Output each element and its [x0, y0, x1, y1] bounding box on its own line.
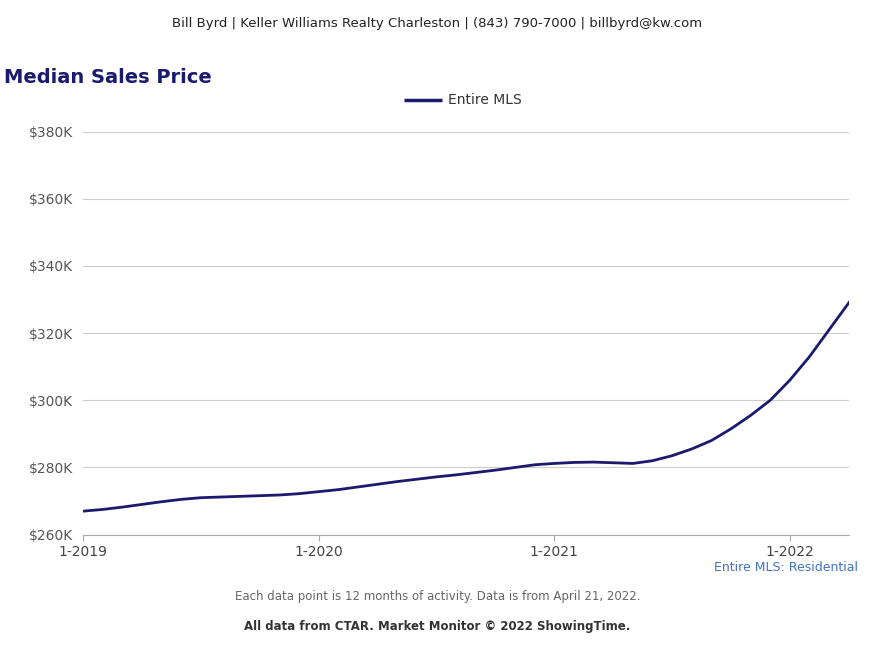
- Text: Entire MLS: Entire MLS: [448, 93, 522, 108]
- Text: Median Sales Price: Median Sales Price: [4, 68, 212, 87]
- Text: Each data point is 12 months of activity. Data is from April 21, 2022.: Each data point is 12 months of activity…: [234, 590, 640, 604]
- Text: Bill Byrd | Keller Williams Realty Charleston | (843) 790-7000 | billbyrd@kw.com: Bill Byrd | Keller Williams Realty Charl…: [172, 17, 703, 30]
- Text: Entire MLS: Residential: Entire MLS: Residential: [713, 561, 858, 574]
- Text: All data from CTAR. Market Monitor © 2022 ShowingTime.: All data from CTAR. Market Monitor © 202…: [244, 620, 631, 633]
